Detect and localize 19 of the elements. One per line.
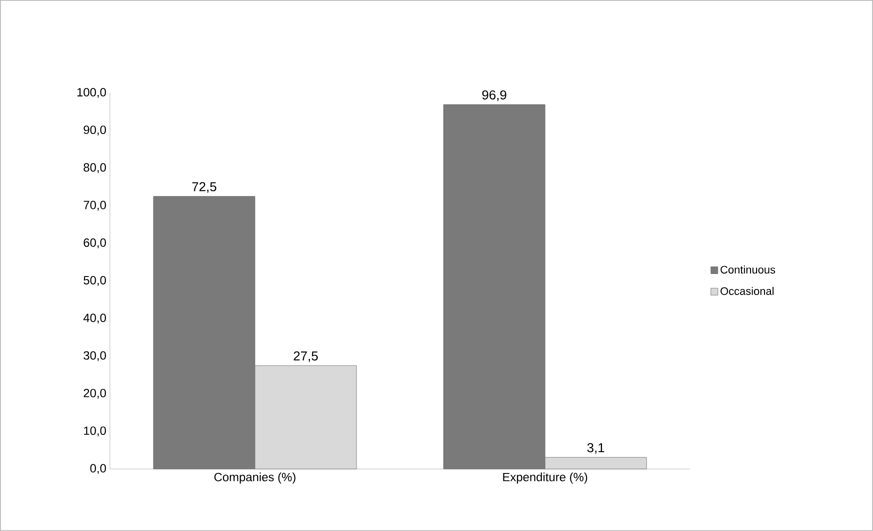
- y-tick-label: 90,0: [84, 126, 106, 136]
- y-tick-label: 40,0: [83, 314, 106, 324]
- y-tick-label: 0,0: [90, 464, 106, 474]
- legend-label: Occasional: [720, 286, 774, 296]
- y-tick-label: 60,0: [84, 238, 106, 248]
- legend-label: Continuous: [720, 266, 776, 274]
- x-tick-label: Companies (%): [214, 472, 296, 484]
- y-tick-label: 10,0: [84, 426, 106, 436]
- y-tick-label: 70,0: [84, 200, 106, 211]
- y-tick-label: 80,0: [84, 163, 106, 174]
- y-tick-label: 100,0: [77, 88, 106, 98]
- y-tick-label: 20,0: [84, 388, 106, 399]
- x-tick-label: Expenditure (%): [503, 472, 588, 484]
- y-tick-label: 30,0: [84, 351, 106, 362]
- data-label: 27,5: [294, 351, 318, 362]
- data-label: 72,5: [192, 182, 216, 193]
- data-label: 3,1: [587, 443, 604, 454]
- y-tick-label: 50,0: [84, 276, 106, 286]
- data-label: 96,9: [482, 90, 506, 102]
